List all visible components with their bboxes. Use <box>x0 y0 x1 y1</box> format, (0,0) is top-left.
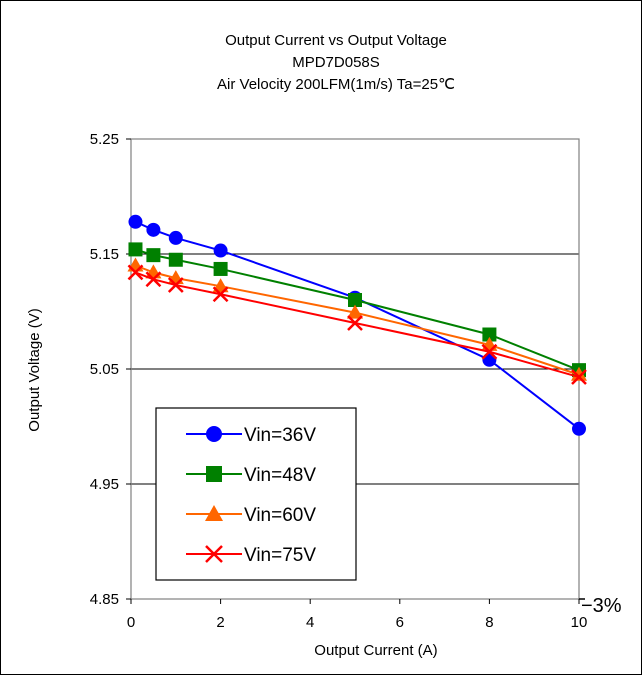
series-3-point-1 <box>145 271 162 288</box>
x-tick-label-0: 0 <box>127 614 135 631</box>
legend-label-2: Vin=60V <box>244 505 316 526</box>
chart-title-line-2: MPD7D058S <box>292 54 380 71</box>
series-1-point-4 <box>348 293 362 307</box>
series-1-point-3 <box>213 261 228 276</box>
x-tick-label-1: 2 <box>216 614 224 631</box>
series-0-point-2 <box>168 230 183 245</box>
series-3-point-0-stroke-b <box>127 264 144 281</box>
series-0-point-0 <box>128 214 143 229</box>
series-3-point-2 <box>167 277 184 293</box>
y-axis-label: Output Voltage (V) <box>26 308 43 431</box>
series-1-point-5 <box>482 327 497 342</box>
series-3-point-0 <box>127 264 144 281</box>
x-tick-label-4: 8 <box>485 614 493 631</box>
y-tick-label-3: 5.15 <box>90 246 119 263</box>
series-0-point-3 <box>213 243 228 258</box>
legend-entry-3: Vin=75V <box>186 545 316 566</box>
series-0-point-1 <box>146 222 161 237</box>
series-1-point-1 <box>146 248 161 263</box>
x-axis-label: Output Current (A) <box>314 642 437 659</box>
series-1-point-0 <box>128 242 143 257</box>
series-3-point-3 <box>212 286 229 303</box>
legend-entry-2: Vin=60V <box>186 505 316 526</box>
x-tick-label-5: 10 <box>571 614 588 631</box>
legend-entry-0: Vin=36V <box>186 425 316 446</box>
legend-label-0: Vin=36V <box>244 425 316 446</box>
series-3-point-3-stroke-b <box>212 286 229 303</box>
series-2-point-0 <box>127 257 144 272</box>
series-2-point-6 <box>571 366 587 381</box>
series-3-point-5 <box>481 343 498 360</box>
series-3-point-2-stroke-b <box>167 277 184 293</box>
series-3-point-5-stroke-b <box>481 343 498 360</box>
legend-label-1: Vin=48V <box>244 465 316 486</box>
legend-marker-3-stroke-b <box>205 545 223 563</box>
series-3-point-1-stroke-b <box>145 271 162 288</box>
y-tick-label-4: 5.25 <box>90 131 119 148</box>
series-3-point-6-stroke-b <box>571 369 587 385</box>
series-3-point-6 <box>571 369 587 385</box>
x-tick-label-2: 4 <box>306 614 314 631</box>
y-tick-label-0: 4.85 <box>90 591 119 608</box>
chart-title-line-1: Output Current vs Output Voltage <box>225 32 447 49</box>
series-3-point-4-stroke-b <box>347 315 363 331</box>
legend-label-3: Vin=75V <box>244 545 316 566</box>
y-tick-label-1: 4.95 <box>90 476 119 493</box>
legend-marker-3 <box>205 545 223 563</box>
legend-entry-1: Vin=48V <box>186 465 316 486</box>
series-2-point-4 <box>347 304 363 319</box>
series-3-point-4 <box>347 315 363 331</box>
series-0-point-6 <box>572 421 586 436</box>
x-tick-label-3: 6 <box>396 614 404 631</box>
legend-box <box>155 407 357 581</box>
chart-title-line-3: Air Velocity 200LFM(1m/s) Ta=25℃ <box>217 76 455 93</box>
legend-marker-2 <box>205 505 223 521</box>
minus-3-percent-annotation: −3% <box>581 595 622 617</box>
plot-layer: 4.85 4.95 5.05 5.15 5.25 0 2 4 6 8 10 Vin=36V Vin=48… <box>90 131 588 631</box>
y-tick-label-2: 5.05 <box>90 361 119 378</box>
series-1-point-2 <box>168 252 183 267</box>
legend-marker-1 <box>206 466 222 482</box>
legend-marker-0 <box>206 426 222 442</box>
